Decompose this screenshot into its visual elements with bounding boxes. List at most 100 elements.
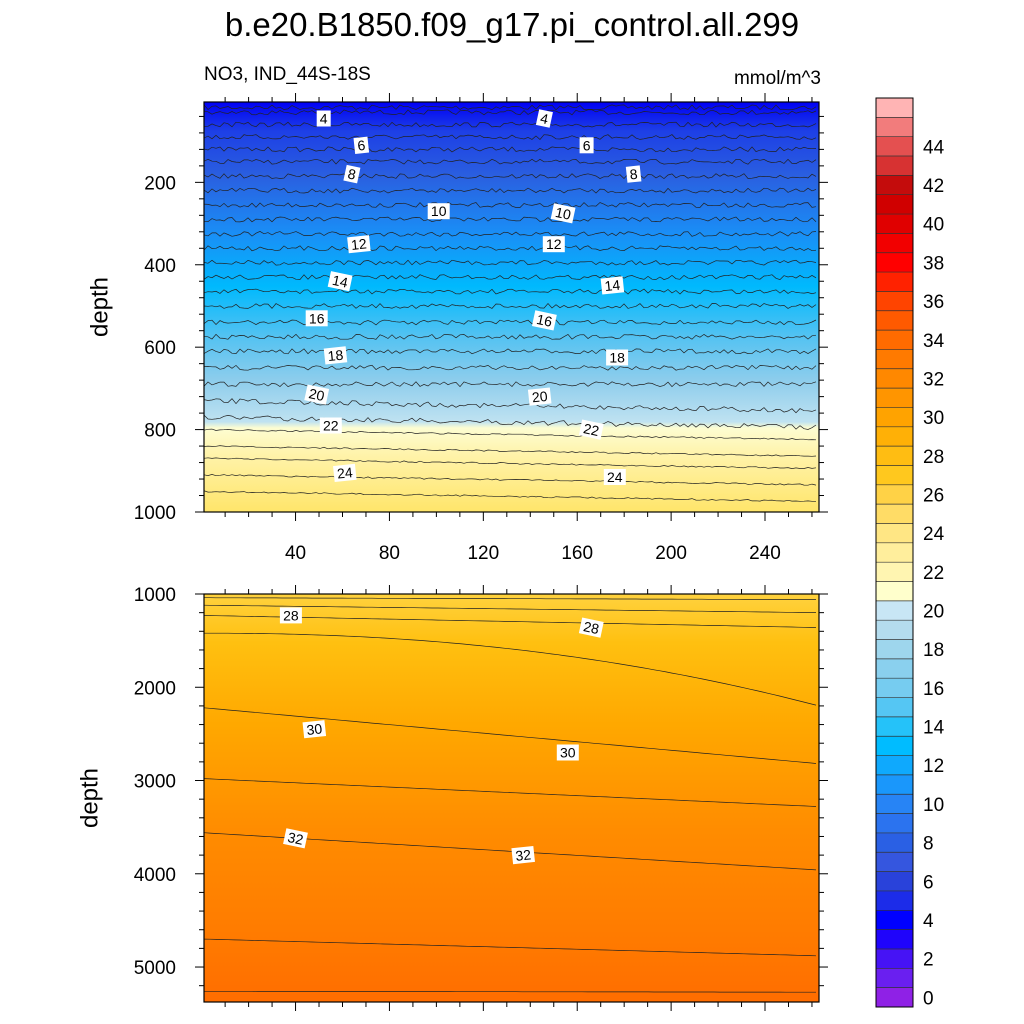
contour-label-text: 4 [320, 111, 328, 127]
y-tick-label: 4000 [134, 865, 176, 886]
colorbar-box [876, 156, 913, 176]
colorbar-box [876, 852, 913, 872]
colorbar-box [876, 272, 913, 292]
contour-label: 24 [333, 463, 357, 483]
contour-line [204, 707, 817, 764]
contour-line [204, 231, 817, 237]
contour-line [204, 216, 817, 223]
colorbar-box [876, 987, 913, 1008]
bottom-axis-ticks: 1000 2000 3000 4000 5000 [134, 585, 828, 1011]
colorbar-label: 16 [923, 679, 944, 700]
colorbar-label: 36 [923, 292, 944, 313]
contour-label-text: 28 [582, 618, 601, 637]
colorbar-box [876, 678, 913, 698]
colorbar-box [876, 310, 913, 331]
y-tick-label: 200 [144, 173, 176, 194]
colorbar-box [876, 716, 913, 737]
contour-label-text: 6 [583, 137, 591, 153]
contour-label-text: 24 [336, 464, 353, 482]
colorbar-label: 44 [923, 137, 945, 158]
contour-label-box [353, 136, 370, 154]
colorbar-label: 34 [923, 331, 945, 352]
contour-label-text: 12 [350, 235, 367, 253]
contour-label: 20 [304, 384, 330, 405]
contour-line [204, 778, 817, 807]
colorbar-box [876, 542, 913, 563]
contour-line [204, 490, 816, 502]
contour-label-text: 22 [323, 418, 339, 434]
contour-label-box [316, 110, 331, 127]
top-panel-fill [204, 102, 819, 512]
contour-label: 28 [279, 607, 302, 624]
colorbar-box [876, 291, 913, 311]
y-tick-label: 800 [144, 421, 176, 442]
top-ylabel: depth [86, 277, 113, 337]
contour-line [204, 333, 817, 340]
contour-line [204, 348, 817, 355]
contour-line [204, 134, 817, 140]
colorbar-box [876, 697, 913, 718]
contour-label-box [302, 720, 327, 739]
contour-line [204, 990, 816, 993]
contour-label-box [606, 349, 629, 366]
contour-label-box [531, 310, 557, 331]
contour-label-text: 30 [306, 720, 323, 738]
contour-label-box [511, 845, 535, 865]
colorbar-box [876, 832, 913, 853]
contour-label: 10 [550, 203, 576, 224]
contour-line [204, 146, 817, 153]
contour-label-box [283, 828, 308, 849]
contour-label-text: 32 [515, 846, 532, 864]
colorbar-box [876, 194, 913, 215]
contour-label: 14 [600, 276, 625, 295]
colorbar-label: 4 [923, 911, 934, 932]
contour-label-box [279, 607, 302, 624]
contour-label: 10 [427, 203, 450, 220]
contour-line [204, 457, 817, 469]
contour-line [204, 632, 817, 706]
contour-line [204, 604, 817, 613]
colorbar-box [876, 910, 913, 930]
contour-line [204, 274, 817, 280]
colorbar-box [876, 175, 913, 195]
colorbar-label: 38 [923, 253, 944, 274]
contour-line [204, 381, 817, 388]
contour-line [204, 597, 816, 600]
contour-label-text: 32 [286, 829, 305, 848]
colorbar-label: 14 [923, 718, 945, 739]
contour-label: 12 [347, 235, 371, 254]
contour-label-text: 12 [546, 236, 562, 252]
colorbar-box [876, 871, 913, 892]
contour-label-text: 6 [357, 137, 367, 154]
colorbar-box [876, 465, 913, 486]
variable-region-label: NO3, IND_44S-18S [204, 64, 371, 85]
contour-label-box [542, 236, 565, 253]
colorbar-box [876, 446, 913, 466]
contour-label-text: 14 [331, 272, 350, 291]
y-tick-label: 3000 [134, 772, 176, 793]
colorbar-box [876, 233, 913, 253]
contour-label: 8 [343, 164, 361, 184]
contour-label: 16 [531, 310, 557, 331]
bottom-contour-labels: 28 28 30 30 32 32 [279, 607, 604, 865]
contour-label-text: 20 [531, 388, 548, 406]
colorbar-label: 26 [923, 486, 944, 507]
colorbar-label: 30 [923, 408, 944, 429]
colorbar-label: 40 [923, 215, 944, 236]
contour-line [204, 173, 817, 180]
contour-label-text: 10 [554, 204, 573, 223]
y-tick-label: 5000 [134, 958, 176, 979]
contour-label-box [550, 203, 576, 224]
contour-label-box [625, 165, 642, 183]
x-tick-label: 240 [749, 543, 781, 564]
colorbar-label: 18 [923, 640, 944, 661]
contour-line [204, 202, 817, 208]
contour-label: 12 [542, 236, 565, 253]
colorbar-box [876, 948, 913, 969]
colorbar-box [876, 214, 913, 234]
colorbar-box [876, 388, 913, 408]
colorbar-box [876, 658, 913, 679]
contour-label: 24 [603, 469, 626, 485]
